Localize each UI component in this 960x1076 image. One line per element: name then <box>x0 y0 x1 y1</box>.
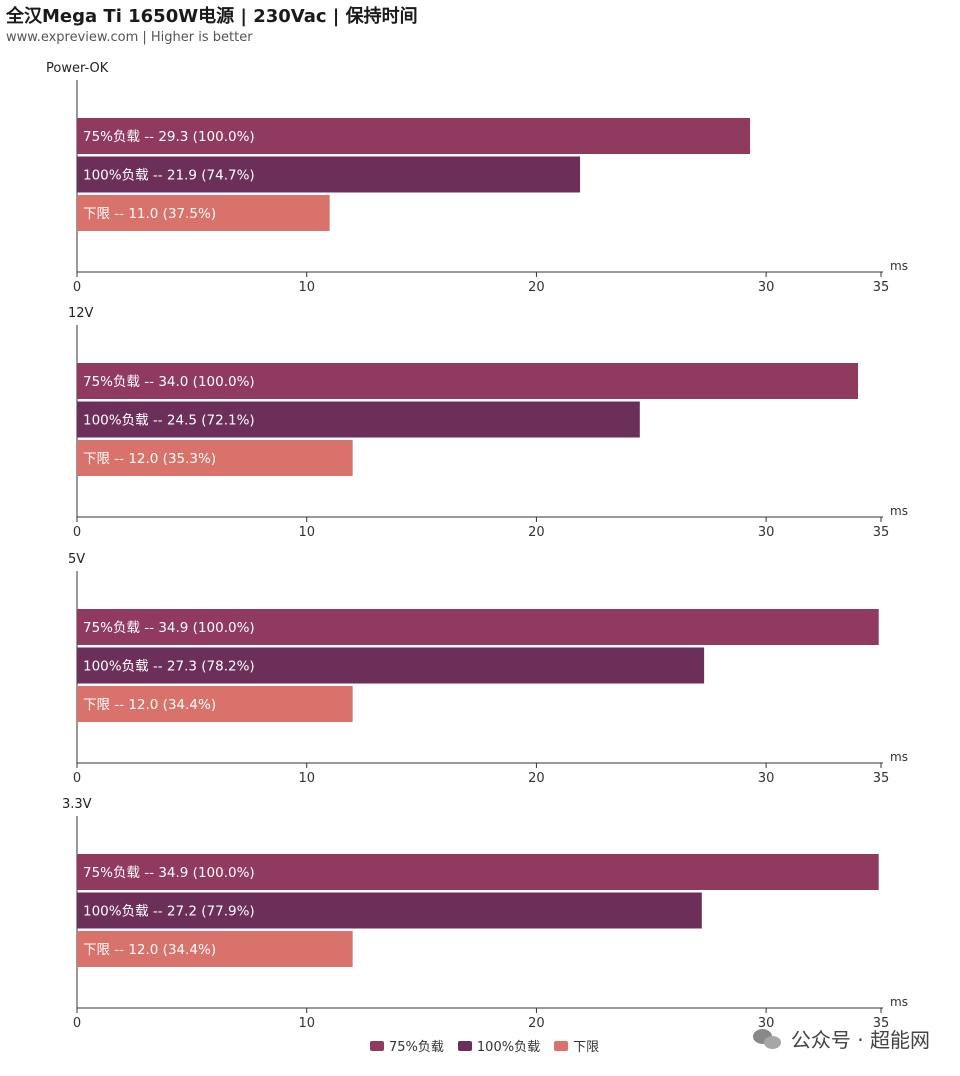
panel-3-label: 5V <box>68 552 85 567</box>
panel-1-tick-label-10: 10 <box>298 280 315 295</box>
chart-subtitle: www.expreview.com | Higher is better <box>6 30 253 45</box>
watermark: 公众号 · 超能网 <box>752 1024 930 1053</box>
panel-2-bar-2[interactable] <box>77 401 640 438</box>
panel-3-tick-label-20: 20 <box>528 771 545 786</box>
panel-4-tick-label-10: 10 <box>298 1016 315 1031</box>
panel-3-bar-label-2: 100%负载 -- 27.3 (78.2%) <box>83 659 255 675</box>
panel-4-tick-label-0: 0 <box>73 1016 81 1031</box>
panel-4-tick-label-35: 35 <box>873 1016 890 1031</box>
panel-2-tick-label-20: 20 <box>528 525 545 540</box>
chart-title: 全汉Mega Ti 1650W电源 | 230Vac | 保持时间 <box>6 6 418 27</box>
panel-1-bar-1[interactable] <box>77 118 751 154</box>
panel-1-tick-label-30: 30 <box>758 280 775 295</box>
panel-1-bar-label-3: 下限 -- 11.0 (37.5%) <box>83 206 216 222</box>
panel-3-tick-label-10: 10 <box>298 771 315 786</box>
panel-1-bar-2[interactable] <box>77 156 581 193</box>
panel-4-unit-label: ms <box>890 995 908 1009</box>
panel-3-bar-label-3: 下限 -- 12.0 (34.4%) <box>83 697 216 713</box>
panel-2-unit-label: ms <box>890 504 908 518</box>
legend-swatch-limit <box>554 1040 569 1051</box>
panel-4-bar-label-2: 100%负载 -- 27.2 (77.9%) <box>83 904 255 920</box>
panel-4-label: 3.3V <box>62 797 92 812</box>
legend-swatch-75 <box>370 1040 384 1051</box>
legend-item-100[interactable]: 100%负载 <box>457 1036 541 1055</box>
panel-4-bar-3[interactable] <box>77 931 353 967</box>
legend-item-limit[interactable]: 下限 <box>554 1036 599 1055</box>
panel-2-tick-label-0: 0 <box>73 525 81 540</box>
legend-label-limit: 下限 <box>573 1040 600 1055</box>
panel-2-bar-3[interactable] <box>77 440 353 476</box>
panel-1-tick-label-0: 0 <box>73 280 81 295</box>
panel-3-bar-3[interactable] <box>77 686 353 722</box>
panel-1-bar-label-1: 75%负载 -- 29.3 (100.0%) <box>83 129 255 145</box>
panel-2-tick-label-35: 35 <box>873 525 890 540</box>
panel-2-bar-label-1: 75%负载 -- 34.0 (100.0%) <box>83 374 255 390</box>
panel-2-tick-label-10: 10 <box>298 525 315 540</box>
panel-4-bar-label-3: 下限 -- 12.0 (34.4%) <box>83 942 216 958</box>
panel-3-tick-label-35: 35 <box>873 771 890 786</box>
legend-label-75: 75%负载 <box>389 1040 444 1055</box>
panel-3-tick-label-30: 30 <box>758 771 775 786</box>
panel-1-bar-label-2: 100%负载 -- 21.9 (74.7%) <box>83 168 255 184</box>
panel-1-tick-label-35: 35 <box>873 280 890 295</box>
panel-4-bar-1[interactable] <box>77 854 879 890</box>
legend-label-100: 100%负载 <box>476 1040 541 1055</box>
panel-1-unit-label: ms <box>890 259 908 273</box>
panel-1-label: Power-OK <box>46 61 109 76</box>
panel-3-unit-label: ms <box>890 750 908 764</box>
panel-4-tick-label-20: 20 <box>528 1016 545 1031</box>
panel-3-bar-2[interactable] <box>77 647 705 684</box>
panel-2-bar-label-2: 100%负载 -- 24.5 (72.1%) <box>83 413 255 429</box>
legend-swatch-100 <box>457 1040 472 1051</box>
chart-legend: 75%负载 100%负载 下限 <box>370 1036 599 1055</box>
panel-3-bar-1[interactable] <box>77 609 879 645</box>
panel-1-bar-3[interactable] <box>77 195 330 231</box>
watermark-text: 公众号 · 超能网 <box>790 1028 930 1052</box>
panel-4-bar-2[interactable] <box>77 892 702 929</box>
panel-2-bar-label-3: 下限 -- 12.0 (35.3%) <box>83 451 216 467</box>
panel-2-bar-1[interactable] <box>77 363 859 399</box>
panel-3-tick-label-0: 0 <box>73 771 81 786</box>
wechat-icon <box>752 1027 783 1051</box>
panel-2-tick-label-30: 30 <box>758 525 775 540</box>
panel-2-label: 12V <box>68 306 94 321</box>
panel-4-tick-label-30: 30 <box>758 1016 775 1031</box>
legend-item-75[interactable]: 75%负载 <box>370 1036 444 1055</box>
panel-3-bar-label-1: 75%负载 -- 34.9 (100.0%) <box>83 620 255 636</box>
panel-1-tick-label-20: 20 <box>528 280 545 295</box>
panel-4-bar-label-1: 75%负载 -- 34.9 (100.0%) <box>83 865 255 881</box>
